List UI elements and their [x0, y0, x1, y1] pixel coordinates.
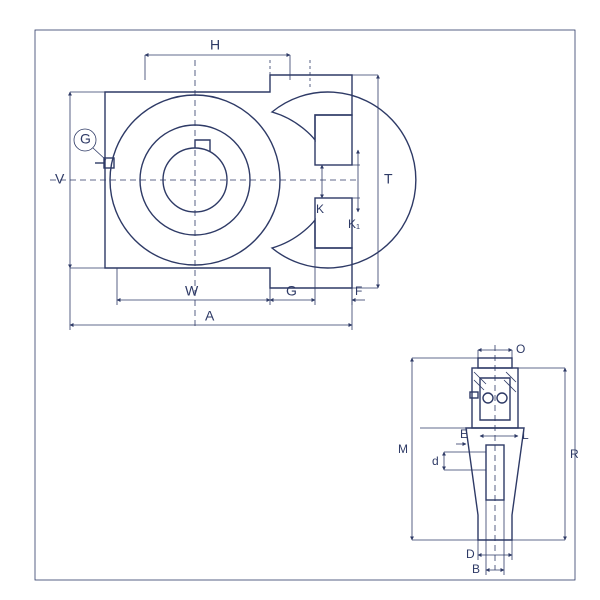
side-view: O R M L d E D B [398, 342, 579, 576]
label-M: M [398, 442, 408, 456]
label-L: L [522, 428, 529, 442]
label-F: F [355, 284, 362, 298]
label-d: d [432, 454, 439, 468]
label-G2: G [286, 283, 297, 299]
label-K1: K₁ [348, 217, 360, 231]
drawing-frame [35, 30, 575, 580]
front-view: H G V T [50, 37, 416, 330]
label-O: O [516, 342, 525, 356]
label-H: H [210, 37, 220, 53]
label-G-circ: G [80, 131, 91, 147]
label-D: D [466, 547, 475, 561]
label-K: K [316, 202, 324, 216]
label-V: V [55, 171, 65, 187]
label-T: T [384, 171, 393, 187]
bearing-unit-diagram: H G V T [0, 0, 600, 600]
label-E: E [460, 427, 468, 441]
label-R: R [570, 447, 579, 461]
label-B: B [472, 562, 480, 576]
label-W: W [185, 283, 199, 299]
label-A: A [205, 308, 215, 324]
